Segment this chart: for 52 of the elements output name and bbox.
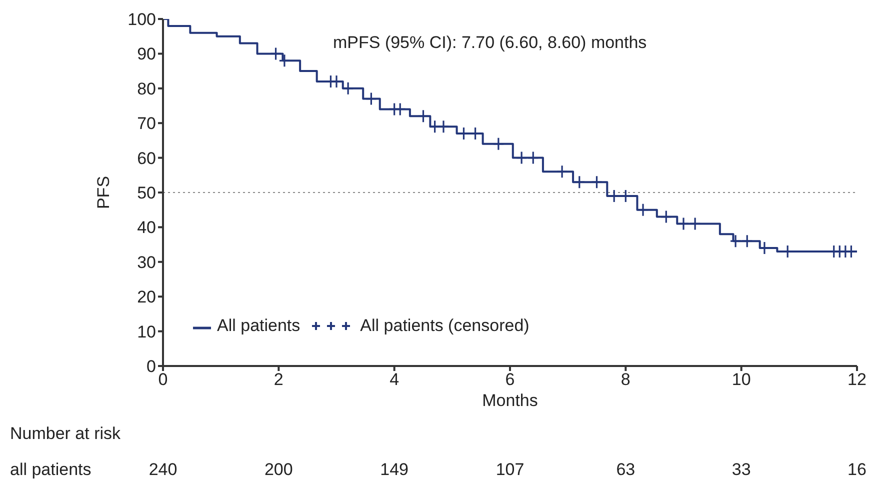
text: 240: [148, 460, 178, 480]
y-tick-label: 0: [146, 357, 156, 376]
point: [689, 216, 701, 231]
text: 63: [615, 460, 636, 480]
x-tick-label: 4: [390, 370, 400, 390]
x-tick-label: 6: [505, 370, 515, 390]
point: [556, 164, 568, 178]
x-tick-label: 12: [848, 370, 866, 390]
legend-label: All patients (censored): [360, 316, 530, 336]
text: Number at risk: [10, 424, 121, 444]
y-tick-label: 60: [137, 148, 156, 168]
text: all patients: [10, 460, 92, 480]
y-tick-label: 50: [137, 184, 156, 203]
legend-label: All patients: [217, 316, 300, 336]
y-tick-label: 70: [137, 114, 156, 134]
point: [574, 175, 586, 189]
y-tick-label: 10: [137, 322, 156, 342]
point: [394, 102, 406, 116]
text: 33: [730, 460, 752, 480]
point: [438, 120, 450, 134]
point: [741, 234, 753, 248]
point: [590, 175, 603, 189]
x-tick-label: 10: [732, 370, 751, 390]
point: [516, 151, 528, 165]
point: [730, 234, 742, 248]
point: [365, 92, 377, 106]
y-tick-label: 30: [137, 252, 156, 272]
point: [637, 203, 649, 217]
point: [342, 82, 354, 96]
y-tick-label: 80: [137, 79, 156, 98]
y-axis-title: PFS: [94, 176, 114, 210]
point: [417, 109, 430, 123]
point: [660, 210, 672, 224]
point: [527, 151, 539, 165]
y-tick-label: 40: [137, 218, 156, 238]
x-axis-title: Months: [482, 391, 538, 410]
x-tick-label: 2: [274, 370, 284, 390]
point: [492, 137, 504, 151]
point: [270, 46, 282, 60]
text: 200: [263, 460, 294, 480]
point: [278, 54, 290, 68]
x-tick-label: 0: [158, 370, 168, 390]
point: [429, 120, 441, 134]
y-tick-label: 90: [137, 44, 156, 64]
text: 107: [494, 460, 526, 480]
y-tick-label: 100: [128, 10, 156, 30]
y-tick-label: 20: [137, 288, 156, 307]
text: 16: [846, 460, 868, 480]
annotation: mPFS (95% CI): 7.70 (6.60, 8.60) months: [333, 33, 647, 53]
point: [678, 216, 690, 231]
text: 149: [379, 460, 410, 480]
x-tick-label: 8: [620, 370, 630, 390]
